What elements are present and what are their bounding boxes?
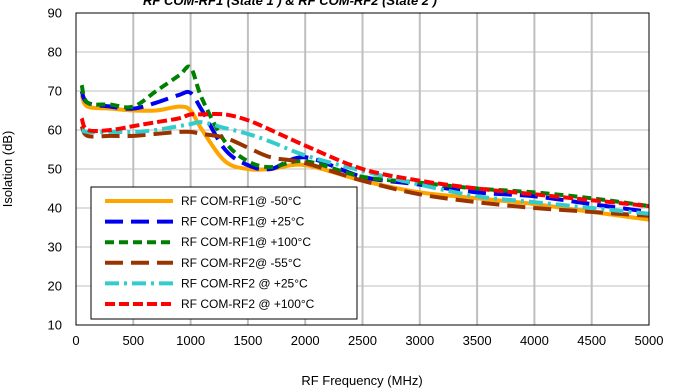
legend-box <box>90 186 358 320</box>
y-tick-label: 10 <box>48 318 62 333</box>
y-axis-title: Isolation (dB) <box>0 131 15 208</box>
x-tick-label: 3500 <box>463 333 492 348</box>
legend-label: RF COM-RF1@ -50°C <box>181 194 302 208</box>
legend-label: RF COM-RF2 @ +25°C <box>181 276 308 290</box>
axis-ticks: 0 500 1000 1500 2000 2500 3000 3500 4000 4500 5000… <box>48 6 664 349</box>
y-tick-label: 50 <box>48 162 62 177</box>
x-tick-label: 3000 <box>405 333 434 348</box>
legend-label: RF COM-RF2 @ +100°C <box>181 297 315 311</box>
y-tick-label: 20 <box>48 279 62 294</box>
legend-label: RF COM-RF1@ +25°C <box>181 215 305 229</box>
series-line-3 <box>79 64 649 209</box>
gridlines <box>76 13 649 325</box>
legend: RF COM-RF1@ -50°C RF COM-RF1@ +25°C RF COM… <box>90 186 358 320</box>
legend-label: RF COM-RF2@ -55°C <box>181 256 302 270</box>
y-tick-label: 90 <box>48 6 62 21</box>
x-tick-label: 500 <box>122 333 144 348</box>
series-line-5 <box>80 120 649 216</box>
x-tick-label: 1000 <box>176 333 205 348</box>
y-tick-label: 40 <box>48 201 62 216</box>
chart-title: RF COM-RF1 (State 1 ) & RF COM-RF2 (Stat… <box>143 0 437 8</box>
y-tick-label: 70 <box>48 84 62 99</box>
x-tick-label: 4000 <box>520 333 549 348</box>
y-tick-label: 60 <box>48 123 62 138</box>
plot-border <box>75 12 650 326</box>
x-axis-title: RF Frequency (MHz) <box>301 373 422 388</box>
x-tick-label: 5000 <box>635 333 664 348</box>
x-tick-label: 0 <box>72 333 79 348</box>
x-tick-label: 2000 <box>291 333 320 348</box>
legend-label: RF COM-RF1@ +100°C <box>181 235 311 249</box>
y-tick-label: 80 <box>48 45 62 60</box>
series-line-4 <box>79 125 649 218</box>
y-tick-label: 30 <box>48 240 62 255</box>
series-layer <box>79 64 649 222</box>
series-line-6 <box>79 111 649 209</box>
x-tick-label: 4500 <box>577 333 606 348</box>
x-tick-label: 1500 <box>233 333 262 348</box>
x-tick-label: 2500 <box>348 333 377 348</box>
